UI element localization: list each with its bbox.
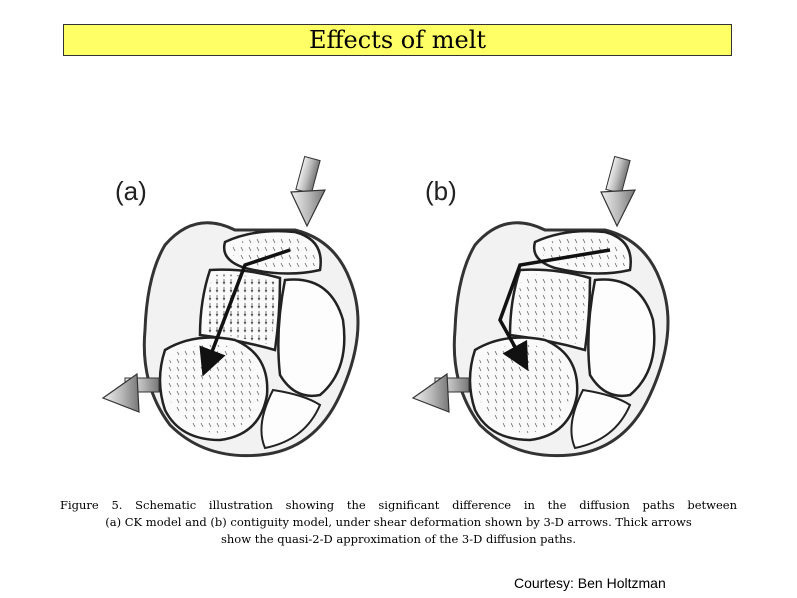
figure-caption: Figure 5. Schematic illustration showing…: [60, 497, 737, 548]
diffusion-figure: (a) (b): [95, 150, 685, 480]
grain-illustrations: [101, 155, 670, 458]
caption-line-1: Figure 5. Schematic illustration showing…: [60, 498, 737, 512]
courtesy-credit: Courtesy: Ben Holtzman: [514, 575, 666, 591]
panel-a-label: (a): [115, 176, 147, 206]
panel-b-label: (b): [425, 176, 457, 206]
slide-title-text: Effects of melt: [308, 26, 487, 54]
slide-title: Effects of melt: [63, 24, 732, 56]
caption-line-3: show the quasi-2-D approximation of the …: [221, 532, 576, 546]
panel-a-grains: [101, 155, 360, 458]
panel-b-grains: [411, 155, 670, 458]
caption-line-2: (a) CK model and (b) contiguity model, u…: [105, 515, 692, 529]
